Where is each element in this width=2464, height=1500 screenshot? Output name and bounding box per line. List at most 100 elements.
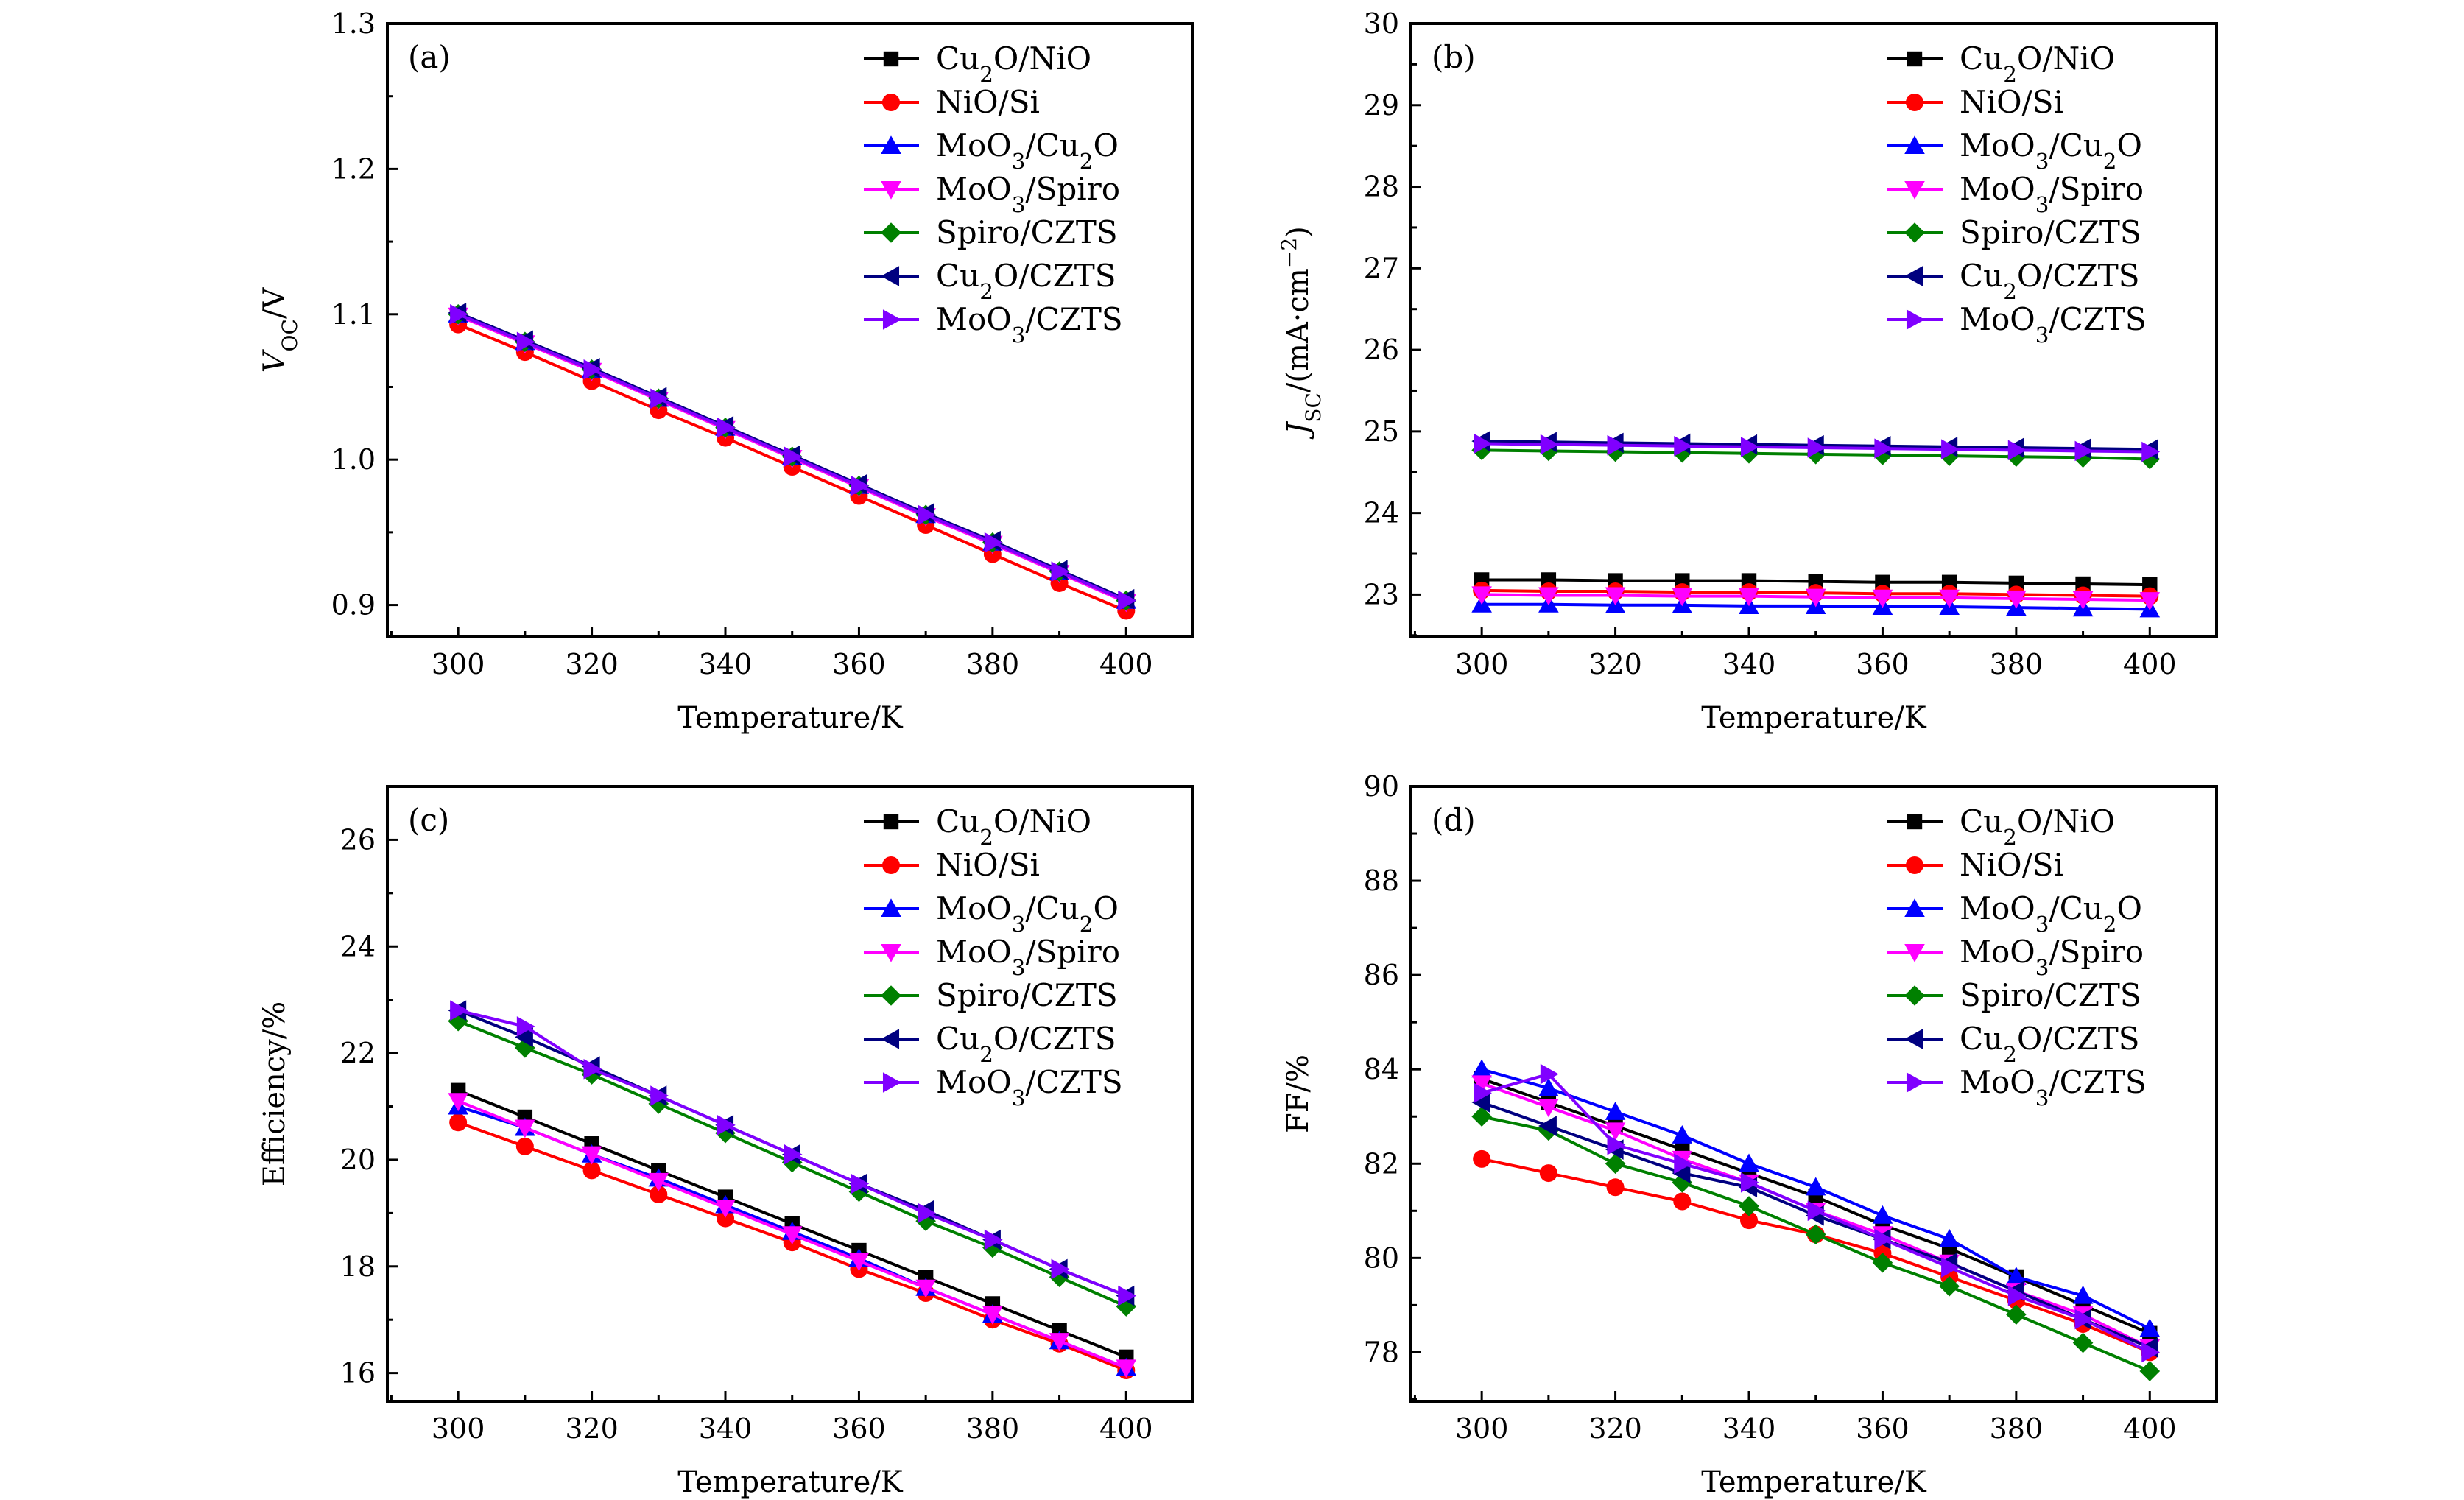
data-point [1474, 1082, 1492, 1104]
subscript: 2 [2103, 149, 2117, 174]
text-part: O/CZTS [993, 1021, 1116, 1057]
data-point [918, 1203, 936, 1224]
y-axis-label: VOC/V [258, 287, 302, 373]
series-moo3-spiro [448, 1093, 1137, 1378]
data-point [2072, 591, 2094, 610]
legend-label: Cu2O/CZTS [936, 1021, 1116, 1067]
legend-marker-triangle-left [881, 1029, 900, 1049]
legend-marker-circle [882, 94, 900, 111]
legend-marker-square [883, 814, 899, 830]
data-point [1672, 1172, 1693, 1193]
data-point [1807, 1200, 1826, 1222]
x-tick-label: 360 [832, 1412, 886, 1445]
legend-label: MoO3/Spiro [1960, 934, 2144, 980]
data-point [2072, 1332, 2094, 1353]
text-part: MoO [936, 171, 1012, 207]
subscript: 2 [1080, 149, 1094, 174]
legend-item: Cu2O/CZTS [864, 1021, 1116, 1067]
legend-label: Spiro/CZTS [1960, 214, 2141, 250]
x-axis-label: Temperature/K [1701, 1465, 1927, 1499]
text-part: MoO [936, 1064, 1012, 1100]
x-tick-label: 320 [1588, 1412, 1642, 1445]
data-point [1674, 1153, 1693, 1175]
data-point [449, 1113, 468, 1132]
data-point [851, 1173, 870, 1194]
data-point [717, 417, 736, 438]
legend-item: MoO3/Cu2O [1887, 890, 2142, 937]
x-tick-label: 400 [2123, 648, 2177, 680]
legend-marker-triangle-right [1906, 309, 1925, 330]
subscript: 3 [1012, 149, 1026, 174]
data-point [851, 475, 870, 496]
legend-item: MoO3/Spiro [1887, 171, 2144, 217]
legend-item: Spiro/CZTS [864, 977, 1118, 1013]
legend-marker-triangle-right [882, 309, 901, 330]
data-point [648, 1172, 669, 1191]
x-tick-label: 380 [1990, 1412, 2044, 1445]
text-part: Cu [936, 1021, 979, 1057]
subscript: 2 [1080, 912, 1094, 937]
data-point [2074, 440, 2094, 462]
legend-marker-circle [1906, 94, 1923, 111]
data-point [515, 1137, 534, 1155]
y-tick-label: 84 [1364, 1053, 1399, 1085]
y-tick-label: 1.3 [331, 7, 376, 40]
data-point [1805, 1224, 1826, 1245]
series-cu2o-czts [1471, 1092, 2158, 1358]
subscript: 3 [1012, 912, 1026, 937]
data-point [1538, 587, 1559, 606]
y-tick-label: 1.0 [331, 443, 376, 476]
data-point [1471, 1106, 1492, 1127]
legend: Cu2O/NiONiO/SiMoO3/Cu2OMoO3/SpiroSpiro/C… [864, 41, 1123, 348]
subscript: 2 [979, 1042, 993, 1067]
y-tick-label: 27 [1364, 252, 1399, 284]
plot-frame [386, 22, 1194, 638]
series-moo3-czts [1474, 1063, 2161, 1363]
x-axis-label: Temperature/K [677, 701, 904, 735]
legend-item: MoO3/CZTS [864, 1064, 1123, 1110]
data-point [1874, 1228, 1893, 1250]
legend-item: Spiro/CZTS [864, 214, 1118, 250]
legend-label: NiO/Si [936, 84, 1040, 120]
legend-marker-triangle-left [1904, 266, 1923, 286]
legend-marker-triangle-up [881, 135, 901, 155]
text-part: O/NiO [993, 803, 1091, 839]
y-tick-label: 25 [1364, 415, 1399, 448]
panel-label: (d) [1432, 802, 1476, 838]
legend-item: MoO3/CZTS [1887, 1064, 2147, 1110]
data-point [984, 1229, 1003, 1250]
panel-label: (c) [408, 802, 449, 838]
data-point [1607, 1134, 1626, 1155]
subscript: 2 [2003, 1042, 2017, 1067]
y-label-main: Efficiency/% [258, 1001, 292, 1187]
legend: Cu2O/NiONiO/SiMoO3/Cu2OMoO3/SpiroSpiro/C… [1887, 803, 2147, 1110]
data-point [2139, 1318, 2161, 1337]
legend-label: MoO3/Cu2O [1960, 890, 2142, 937]
data-point [450, 303, 468, 325]
data-point [1874, 438, 1893, 459]
legend-label: NiO/Si [936, 847, 1040, 883]
legend-item: Cu2O/NiO [864, 803, 1091, 850]
data-point [1049, 1333, 1070, 1351]
data-point [448, 1093, 468, 1112]
series-moo3-czts [450, 1000, 1137, 1306]
text-part: MoO [1960, 1064, 2035, 1100]
plot-frame [386, 785, 1194, 1403]
text-part: NiO/Si [1960, 847, 2063, 883]
chart-panel-b: 300 320 340 360 380 4002324252627282930Temper… [1277, 7, 2218, 735]
legend-label: Cu2O/CZTS [1960, 1021, 2140, 1067]
data-point [1471, 1092, 1490, 1113]
legend: Cu2O/NiONiO/SiMoO3/Cu2OMoO3/SpiroSpiro/C… [864, 803, 1123, 1110]
legend-label: Spiro/CZTS [936, 977, 1118, 1013]
data-point [582, 1161, 601, 1180]
data-point [2007, 1285, 2027, 1306]
legend-item: Cu2O/CZTS [1887, 258, 2140, 304]
data-point [918, 504, 936, 525]
legend-item: NiO/Si [864, 847, 1040, 883]
y-tick-label: 82 [1364, 1147, 1399, 1180]
legend-item: Cu2O/CZTS [864, 258, 1116, 304]
y-tick-label: 0.9 [331, 589, 376, 622]
y-label-unit: /V [258, 287, 292, 319]
text-part: Spiro/CZTS [1960, 977, 2141, 1013]
